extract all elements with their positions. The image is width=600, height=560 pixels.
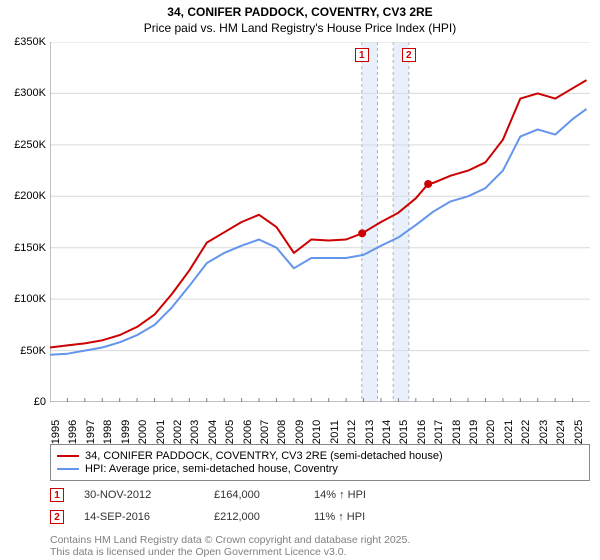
y-tick-label: £50K (20, 345, 46, 357)
x-tick-label: 2014 (381, 420, 393, 444)
x-tick-label: 1997 (85, 420, 97, 444)
x-tick-label: 1999 (120, 420, 132, 444)
x-tick-label: 2004 (207, 420, 219, 444)
x-tick-label: 2005 (224, 420, 236, 444)
sale-price: £164,000 (214, 489, 294, 501)
y-tick-label: £0 (34, 396, 46, 408)
sale-marker-badge: 1 (50, 488, 64, 502)
sale-record: 2 14-SEP-2016 £212,000 11% ↑ HPI (50, 510, 590, 524)
x-tick-label: 2008 (276, 420, 288, 444)
title-line-2: Price paid vs. HM Land Registry's House … (0, 20, 600, 36)
legend-swatch (57, 455, 79, 457)
x-tick-label: 2001 (155, 420, 167, 444)
y-tick-label: £350K (14, 36, 46, 48)
legend-item: HPI: Average price, semi-detached house,… (57, 463, 583, 475)
legend-item: 34, CONIFER PADDOCK, COVENTRY, CV3 2RE (… (57, 450, 583, 462)
x-tick-label: 2002 (172, 420, 184, 444)
callout-badge: 2 (402, 48, 416, 62)
x-tick-label: 2010 (311, 420, 323, 444)
sale-price: £212,000 (214, 511, 294, 523)
x-tick-label: 2021 (503, 420, 515, 444)
sale-hpi-delta: 11% ↑ HPI (314, 511, 365, 523)
x-tick-label: 1998 (102, 420, 114, 444)
callout-badge: 1 (355, 48, 369, 62)
sale-record: 1 30-NOV-2012 £164,000 14% ↑ HPI (50, 488, 590, 502)
y-tick-label: £300K (14, 87, 46, 99)
x-tick-label: 2007 (259, 420, 271, 444)
legend: 34, CONIFER PADDOCK, COVENTRY, CV3 2RE (… (50, 444, 590, 481)
x-tick-label: 2016 (416, 420, 428, 444)
x-tick-label: 1995 (50, 420, 62, 444)
y-tick-label: £200K (14, 190, 46, 202)
x-tick-label: 2015 (398, 420, 410, 444)
x-tick-label: 2023 (538, 420, 550, 444)
x-tick-label: 2018 (451, 420, 463, 444)
chart-title: 34, CONIFER PADDOCK, COVENTRY, CV3 2RE P… (0, 0, 600, 36)
y-tick-label: £250K (14, 139, 46, 151)
y-tick-label: £100K (14, 293, 46, 305)
sale-marker-badge: 2 (50, 510, 64, 524)
x-tick-label: 2003 (189, 420, 201, 444)
legend-label: 34, CONIFER PADDOCK, COVENTRY, CV3 2RE (… (85, 450, 443, 462)
x-tick-label: 2022 (520, 420, 532, 444)
attribution-line: This data is licensed under the Open Gov… (50, 546, 590, 558)
sale-hpi-delta: 14% ↑ HPI (314, 489, 366, 501)
x-tick-label: 2020 (485, 420, 497, 444)
x-tick-label: 2017 (433, 420, 445, 444)
x-tick-label: 1996 (67, 420, 79, 444)
x-tick-label: 2025 (573, 420, 585, 444)
attribution-line: Contains HM Land Registry data © Crown c… (50, 534, 590, 546)
attribution: Contains HM Land Registry data © Crown c… (50, 534, 590, 558)
x-tick-label: 2009 (294, 420, 306, 444)
x-tick-label: 2000 (137, 420, 149, 444)
sale-date: 30-NOV-2012 (84, 489, 194, 501)
x-axis: 1995 1996 1997 1998 1999 2000 2001 2002 2003 2004… (50, 404, 590, 442)
x-tick-label: 2011 (329, 420, 341, 444)
legend-swatch (57, 468, 79, 470)
x-tick-label: 2012 (346, 420, 358, 444)
y-tick-label: £150K (14, 242, 46, 254)
x-tick-label: 2019 (468, 420, 480, 444)
x-tick-label: 2024 (555, 420, 567, 444)
x-tick-label: 2006 (242, 420, 254, 444)
x-tick-label: 2013 (364, 420, 376, 444)
sale-date: 14-SEP-2016 (84, 511, 194, 523)
title-line-1: 34, CONIFER PADDOCK, COVENTRY, CV3 2RE (0, 4, 600, 20)
chart-svg (50, 42, 590, 402)
legend-label: HPI: Average price, semi-detached house,… (85, 463, 338, 475)
chart-plot-area: 12 (50, 42, 590, 402)
y-axis: £0£50K£100K£150K£200K£250K£300K£350K (0, 42, 48, 402)
